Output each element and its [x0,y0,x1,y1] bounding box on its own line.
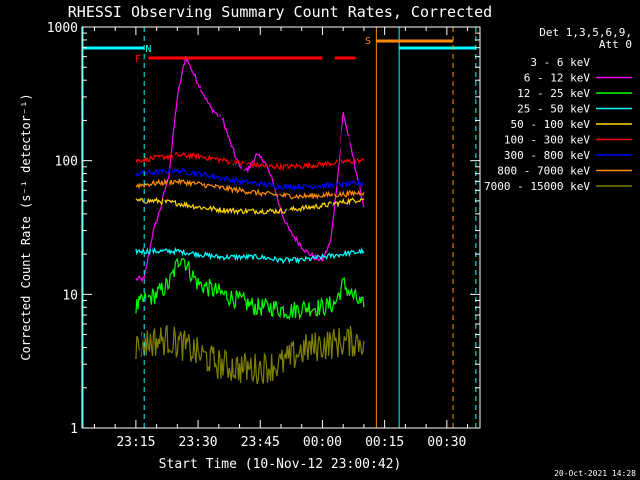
x-axis-label: Start Time (10-Nov-12 23:00:42) [159,457,402,472]
x-tick-label: 23:30 [179,435,218,450]
legend-label: 7000 - 15000 keV [484,180,590,193]
x-tick-label: 00:30 [427,435,466,450]
axes: 23:15 23:30 23:45 00:00 00:15 00:30 1 10 100 1000 [47,21,481,450]
annotation-label: F [135,54,141,65]
series-line [135,325,365,385]
annotation-label: S [365,36,371,47]
legend-label: 6 - 12 keV [524,72,591,85]
legend-label: 800 - 7000 keV [497,165,590,178]
y-tick-label: 10 [62,288,78,303]
series-line [135,80,365,388]
x-tick-label: 00:15 [365,435,404,450]
chart-title: RHESSI Observing Summary Count Rates, Co… [68,3,492,21]
footer-date: 20-Oct-2021 14:28 [554,469,636,478]
series-line [135,196,365,216]
legend-label: 300 - 800 keV [504,149,590,162]
legend-label: 12 - 25 keV [517,87,590,100]
series-line [135,166,365,192]
annotation-label: N [145,44,151,55]
series-line [135,246,365,265]
legend-label: 25 - 50 keV [517,103,590,116]
legend-label: 100 - 300 keV [504,134,590,147]
plot-area: NF S [82,27,477,428]
y-axis-label: Corrected Count Rate (s⁻¹ detector⁻¹) [19,93,33,360]
y-tick-label: 1000 [47,21,78,36]
y-tick-label: 1 [70,422,78,437]
legend-label: 50 - 100 keV [511,118,591,131]
legend-label: 3 - 6 keV [530,56,590,69]
legend-header: Att 0 [599,38,632,51]
x-tick-label: 23:15 [116,435,155,450]
series-line [135,177,365,200]
legend: Det 1,3,5,6,9,Att 0 3 - 6 keV 6 - 12 keV 12… [484,26,632,193]
series-line [135,257,365,321]
legend-header: Det 1,3,5,6,9, [539,26,632,39]
x-tick-label: 23:45 [241,435,280,450]
series-line [135,56,365,283]
x-tick-label: 00:00 [303,435,342,450]
y-tick-label: 100 [55,155,78,170]
